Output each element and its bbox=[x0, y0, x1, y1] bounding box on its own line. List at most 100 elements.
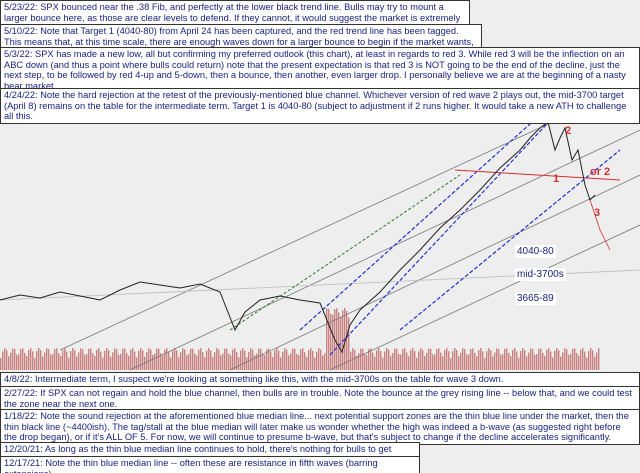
volume-bar bbox=[250, 348, 252, 370]
volume-bar bbox=[234, 348, 236, 370]
volume-bar bbox=[324, 353, 326, 370]
volume-bar bbox=[384, 351, 386, 370]
volume-bar bbox=[432, 354, 434, 370]
volume-bar bbox=[184, 349, 186, 370]
volume-bar bbox=[536, 354, 538, 370]
volume-bar bbox=[448, 351, 450, 370]
volume-bar bbox=[54, 348, 56, 370]
volume-bar bbox=[446, 348, 448, 370]
volume-bar bbox=[32, 351, 34, 370]
volume-bar bbox=[310, 348, 312, 370]
volume-bar bbox=[396, 348, 398, 370]
volume-bar bbox=[244, 350, 246, 370]
volume-bar bbox=[532, 349, 534, 370]
volume-bar bbox=[108, 350, 110, 370]
volume-bar bbox=[488, 348, 490, 370]
volume-bar bbox=[490, 350, 492, 370]
volume-bar bbox=[566, 349, 568, 370]
volume-bar bbox=[492, 356, 494, 370]
volume-bar bbox=[590, 348, 592, 370]
volume-bar bbox=[66, 351, 68, 370]
red-trend-line bbox=[454, 169, 621, 181]
volume-bar bbox=[256, 353, 258, 370]
volume-bar bbox=[338, 312, 340, 370]
volume-bar bbox=[506, 348, 508, 370]
volume-bar bbox=[426, 352, 428, 370]
volume-bar bbox=[538, 348, 540, 370]
volume-bar bbox=[64, 348, 66, 370]
volume-bar bbox=[376, 350, 378, 370]
note-date: 2/27/22: bbox=[4, 388, 38, 398]
volume-bar bbox=[14, 349, 16, 370]
volume-bar bbox=[166, 348, 168, 370]
volume-bar bbox=[160, 353, 162, 370]
volume-bar bbox=[460, 352, 462, 370]
volume-bar bbox=[218, 349, 220, 370]
note-text: Note the hard rejection at the retest of… bbox=[4, 90, 627, 122]
volume-bar bbox=[540, 348, 542, 370]
volume-bar bbox=[504, 348, 506, 370]
volume-bar bbox=[306, 356, 308, 370]
volume-bar bbox=[500, 354, 502, 370]
volume-bar bbox=[358, 353, 360, 370]
volume-bar bbox=[100, 351, 102, 370]
volume-bar bbox=[398, 354, 400, 370]
volume-bar bbox=[130, 349, 132, 370]
volume-bar bbox=[28, 349, 30, 370]
volume-bar bbox=[90, 348, 92, 370]
volume-bar bbox=[456, 350, 458, 370]
volume-bar bbox=[292, 348, 294, 370]
volume-bar bbox=[564, 348, 566, 370]
volume-bar bbox=[12, 348, 14, 370]
volume-bar bbox=[498, 349, 500, 370]
volume-bar bbox=[576, 353, 578, 370]
volume-bar bbox=[558, 350, 560, 370]
volume-bar bbox=[262, 353, 264, 370]
volume-bar bbox=[146, 352, 148, 370]
volume-bar bbox=[410, 350, 412, 370]
volume-bar bbox=[60, 355, 62, 370]
volume-bar bbox=[238, 357, 240, 370]
volume-bar bbox=[360, 348, 362, 370]
volume-bar bbox=[202, 351, 204, 370]
volume-bar bbox=[394, 348, 396, 370]
volume-bar bbox=[572, 348, 574, 370]
volume-bar bbox=[478, 349, 480, 370]
volume-bar bbox=[192, 348, 194, 370]
volume-bar bbox=[252, 349, 254, 370]
volume-bar bbox=[458, 356, 460, 370]
volume-bar bbox=[232, 349, 234, 370]
volume-bar bbox=[568, 354, 570, 370]
volume-bar bbox=[430, 348, 432, 370]
volume-bar bbox=[176, 350, 178, 370]
volume-bar bbox=[596, 352, 598, 370]
volume-bar bbox=[422, 349, 424, 370]
volume-bar bbox=[226, 348, 228, 370]
volume-bar bbox=[552, 357, 554, 370]
volume-bar bbox=[462, 348, 464, 370]
volume-bar bbox=[152, 354, 154, 370]
volume-bar bbox=[58, 352, 60, 370]
volume-bar bbox=[444, 350, 446, 370]
volume-bar bbox=[562, 352, 564, 370]
volume-bar bbox=[586, 357, 588, 370]
volume-bar bbox=[580, 349, 582, 370]
volume-bar bbox=[240, 350, 242, 370]
volume-bar bbox=[382, 357, 384, 370]
wave-label: 2 bbox=[565, 125, 572, 137]
volume-bar bbox=[370, 348, 372, 370]
volume-bar bbox=[594, 356, 596, 370]
note-text: SPX has made a new low, all but confirmi… bbox=[4, 49, 626, 91]
volume-bar bbox=[408, 356, 410, 370]
volume-bar bbox=[392, 352, 394, 370]
volume-bar bbox=[570, 353, 572, 370]
volume-bar bbox=[140, 348, 142, 370]
volume-bar bbox=[216, 348, 218, 370]
volume-bar bbox=[592, 350, 594, 370]
volume-bar bbox=[26, 356, 28, 370]
volume-bar bbox=[0, 358, 2, 370]
note-date: 5/23/22: bbox=[4, 2, 38, 12]
volume-bar bbox=[354, 349, 356, 370]
volume-bar bbox=[246, 357, 248, 370]
annotation: 1/18/22: Note the sound rejection at the… bbox=[0, 409, 640, 445]
